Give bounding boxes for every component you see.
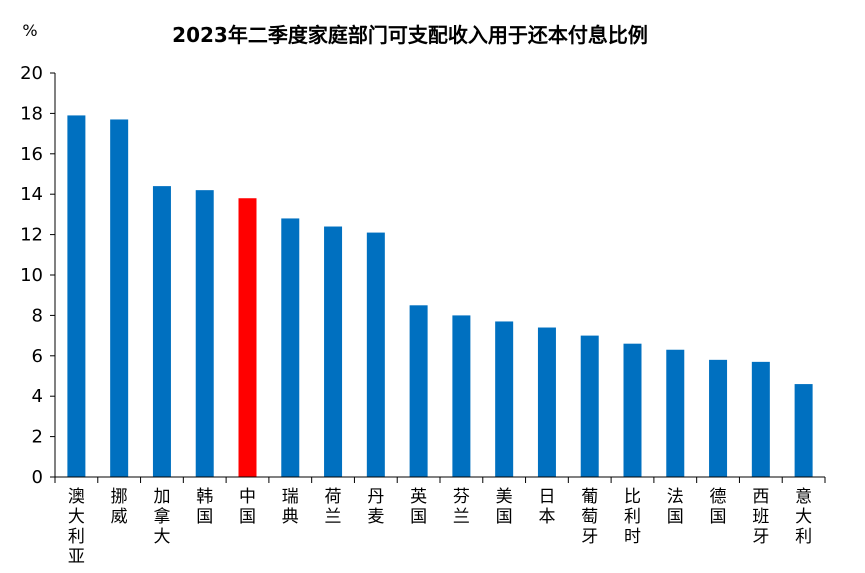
bar-5 xyxy=(238,198,257,478)
bar-10 xyxy=(452,315,471,477)
x-category-label: 丹麦 xyxy=(367,487,384,527)
bar-16 xyxy=(709,359,728,477)
bar-2 xyxy=(110,119,129,478)
bar-14 xyxy=(623,343,642,477)
bar-7 xyxy=(324,226,343,477)
y-tick-label: 14 xyxy=(20,184,43,205)
x-category-label: 瑞典 xyxy=(282,487,299,527)
bar-series xyxy=(67,115,813,478)
bar-18 xyxy=(794,384,813,477)
y-tick-label: 6 xyxy=(32,346,43,367)
x-category-label: 芬兰 xyxy=(453,487,470,527)
y-tick-label: 20 xyxy=(20,63,43,84)
y-tick-label: 12 xyxy=(20,225,43,246)
x-category-label: 韩国 xyxy=(196,487,213,527)
x-category-label: 法国 xyxy=(667,487,684,527)
x-category-label: 美国 xyxy=(496,487,513,527)
x-category-label: 挪威 xyxy=(111,487,128,527)
x-category-label: 葡萄牙 xyxy=(581,487,598,547)
bar-8 xyxy=(366,232,385,477)
x-category-label: 意大利 xyxy=(795,487,812,547)
x-category-label: 日本 xyxy=(538,487,555,527)
x-category-label: 德国 xyxy=(710,487,727,527)
bar-9 xyxy=(409,305,428,477)
bar-3 xyxy=(152,186,171,477)
bar-11 xyxy=(495,321,514,477)
bar-1 xyxy=(67,115,86,478)
bar-17 xyxy=(751,361,770,477)
bar-12 xyxy=(537,327,556,477)
x-category-label: 英国 xyxy=(410,487,427,527)
bar-6 xyxy=(281,218,300,477)
x-category-label: 比利时 xyxy=(624,487,641,547)
y-tick-label: 0 xyxy=(32,467,43,488)
x-category-label: 荷兰 xyxy=(325,487,342,527)
y-tick-label: 4 xyxy=(32,386,43,407)
bar-15 xyxy=(666,349,685,477)
y-tick-label: 16 xyxy=(20,144,43,165)
bar-4 xyxy=(195,190,214,477)
chart-title: 2023年二季度家庭部门可支配收入用于还本付息比例 xyxy=(172,23,648,47)
x-category-label: 中国 xyxy=(239,487,256,527)
x-category-label: 澳大利亚 xyxy=(68,487,85,567)
y-axis: 0 2 4 6 8 10 12 14 16 18 20 xyxy=(20,63,56,488)
x-category-label: 加拿大 xyxy=(153,487,170,547)
x-category-label: 西班牙 xyxy=(752,487,769,547)
y-tick-label: 8 xyxy=(32,305,43,326)
y-tick-label: 2 xyxy=(32,427,43,448)
bar-13 xyxy=(580,335,599,477)
y-tick-label: 18 xyxy=(20,103,43,124)
y-tick-label: 10 xyxy=(20,265,43,286)
y-axis-unit-label: % xyxy=(22,21,37,40)
